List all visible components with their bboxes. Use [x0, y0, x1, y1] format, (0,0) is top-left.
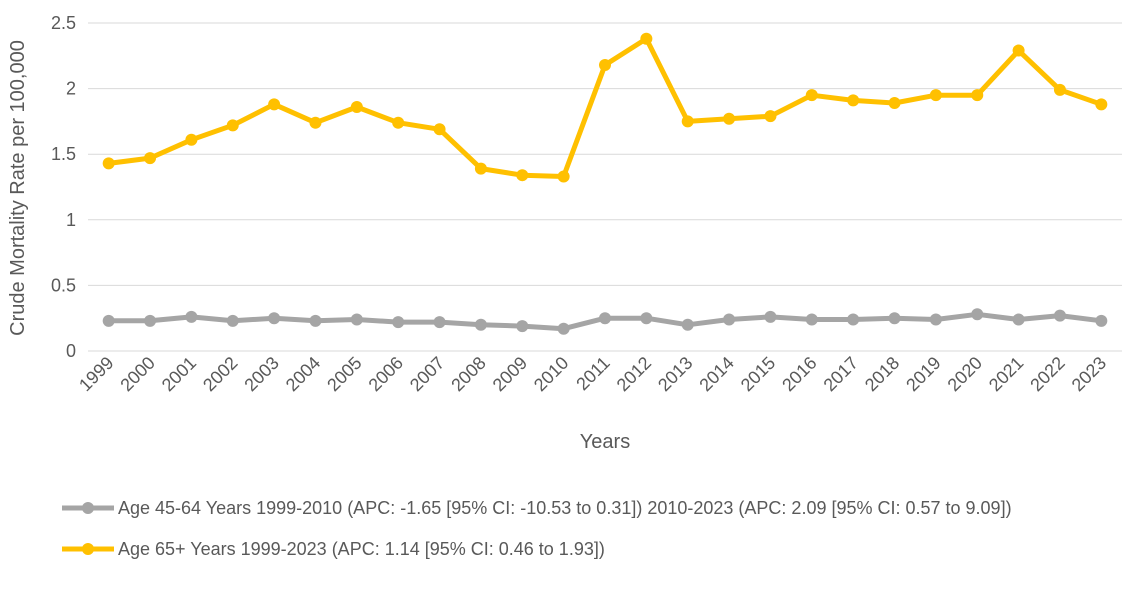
data-point	[1053, 83, 1066, 96]
data-point	[723, 313, 736, 326]
x-axis-title: Years	[580, 431, 630, 453]
data-point	[433, 316, 446, 329]
y-tick-label: 2	[66, 79, 76, 99]
legend: Age 45-64 Years 1999-2010 (APC: -1.65 [9…	[62, 496, 1102, 578]
series-1	[102, 32, 1108, 183]
data-point	[888, 97, 901, 110]
data-point	[640, 32, 653, 45]
data-point	[888, 312, 901, 325]
data-point	[268, 312, 281, 325]
data-point	[805, 313, 818, 326]
data-point	[226, 119, 239, 132]
data-point	[226, 314, 239, 327]
legend-item-age-65-plus: Age 65+ Years 1999-2023 (APC: 1.14 [95% …	[62, 537, 1102, 562]
x-tick-label: 2010	[530, 353, 572, 395]
x-tick-label: 2020	[944, 353, 986, 395]
y-tick-label: 1	[66, 210, 76, 230]
x-tick-label: 2012	[613, 353, 655, 395]
data-point	[144, 152, 157, 165]
x-tick-label: 2016	[778, 353, 820, 395]
data-point	[929, 89, 942, 102]
x-tick-labels: 1999200020012002200320042005200620072008…	[75, 353, 1110, 395]
series-0	[102, 308, 1108, 335]
data-point	[350, 313, 363, 326]
data-point	[805, 89, 818, 102]
x-tick-label: 2015	[737, 353, 779, 395]
data-point	[309, 314, 322, 327]
series-lines	[102, 32, 1108, 335]
x-tick-label: 2019	[902, 353, 944, 395]
x-tick-label: 2001	[158, 353, 200, 395]
x-tick-label: 2021	[985, 353, 1027, 395]
data-point	[392, 116, 405, 129]
legend-label-age-65-plus: Age 65+ Years 1999-2023 (APC: 1.14 [95% …	[118, 539, 605, 559]
data-point	[516, 169, 529, 182]
data-point	[971, 89, 984, 102]
gridlines	[88, 22, 1122, 352]
data-point	[971, 308, 984, 321]
legend-marker-age-45-64	[62, 502, 114, 514]
data-point	[681, 318, 694, 331]
x-tick-label: 2023	[1068, 353, 1110, 395]
data-point	[723, 112, 736, 125]
data-point	[599, 312, 611, 325]
x-tick-label: 2009	[489, 353, 531, 395]
data-point	[1095, 314, 1108, 327]
x-tick-label: 2000	[116, 353, 158, 395]
x-tick-label: 2017	[820, 353, 862, 395]
data-point	[102, 314, 115, 327]
data-point	[557, 170, 570, 183]
x-tick-label: 2014	[695, 353, 737, 395]
data-point	[929, 313, 942, 326]
x-tick-label: 2018	[861, 353, 903, 395]
data-point	[350, 100, 363, 113]
data-point	[681, 115, 694, 128]
x-tick-label: 2007	[406, 353, 448, 395]
legend-marker-age-65-plus	[62, 543, 114, 555]
x-tick-label: 2006	[365, 353, 407, 395]
data-point	[185, 133, 198, 146]
x-tick-label: 2004	[282, 353, 324, 395]
x-tick-label: 2011	[572, 353, 614, 395]
data-point	[599, 58, 611, 71]
y-axis-title: Crude Mortality Rate per 100,000	[7, 40, 29, 336]
data-point	[764, 310, 777, 323]
legend-label-age-45-64: Age 45-64 Years 1999-2010 (APC: -1.65 [9…	[118, 498, 1012, 518]
data-point	[1095, 98, 1108, 111]
data-point	[392, 316, 405, 329]
data-point	[1012, 313, 1025, 326]
data-point	[1053, 309, 1066, 322]
data-point	[847, 313, 860, 326]
x-tick-label: 1999	[75, 353, 117, 395]
y-tick-label: 2.5	[51, 13, 76, 33]
data-point	[474, 318, 487, 331]
data-point	[516, 320, 529, 333]
data-point	[144, 314, 157, 327]
data-point	[474, 162, 487, 175]
y-tick-labels: 0 0.5 1 1.5 2 2.5	[51, 13, 76, 361]
data-point	[102, 157, 115, 170]
data-point	[433, 123, 446, 136]
x-tick-label: 2002	[199, 353, 241, 395]
data-point	[557, 322, 570, 335]
legend-item-age-45-64: Age 45-64 Years 1999-2010 (APC: -1.65 [9…	[62, 496, 1102, 521]
x-tick-label: 2005	[323, 353, 365, 395]
data-point	[764, 110, 777, 123]
y-tick-label: 1.5	[51, 144, 76, 164]
data-point	[185, 310, 198, 323]
x-tick-label: 2008	[447, 353, 489, 395]
y-tick-label: 0	[66, 341, 76, 361]
data-point	[268, 98, 281, 111]
data-point	[1012, 44, 1025, 57]
x-tick-label: 2003	[240, 353, 282, 395]
y-tick-label: 0.5	[51, 275, 76, 295]
data-point	[847, 94, 860, 107]
x-tick-label: 2022	[1026, 353, 1068, 395]
x-tick-label: 2013	[654, 353, 696, 395]
data-point	[640, 312, 653, 325]
data-point	[309, 116, 322, 129]
